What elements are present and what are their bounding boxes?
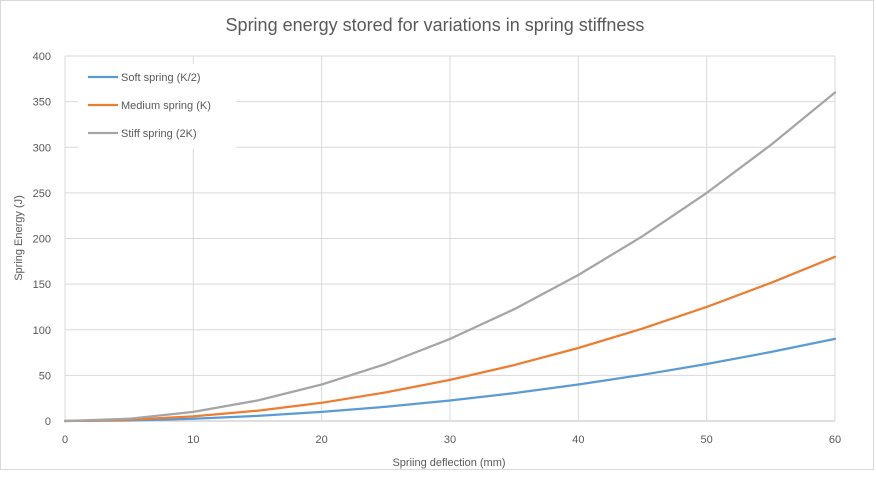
x-axis-ticks: 0 10 20 30 40 50 60	[62, 434, 841, 446]
legend-label: Soft spring (K/2)	[121, 72, 200, 84]
legend-label: Medium spring (K)	[121, 100, 211, 112]
y-tick-label: 400	[33, 51, 51, 63]
series-line-1	[63, 337, 837, 423]
y-tick-label: 50	[39, 370, 51, 382]
y-tick-label: 300	[33, 142, 51, 154]
y-axis-label: Spring Energy (J)	[13, 195, 25, 281]
series-lines	[63, 91, 837, 423]
y-tick-label: 350	[33, 97, 51, 109]
x-tick-label: 10	[187, 434, 199, 446]
chart-title: Spring energy stored for variations in s…	[226, 15, 645, 35]
y-axis-ticks: 0 50 100 150 200 250 300 350 400	[33, 51, 51, 428]
x-tick-label: 20	[316, 434, 328, 446]
x-tick-label: 0	[62, 434, 68, 446]
x-tick-label: 60	[829, 434, 841, 446]
legend: Soft spring (K/2) Medium spring (K) Stiff …	[78, 64, 236, 149]
x-tick-label: 50	[701, 434, 713, 446]
legend-label: Stiff spring (2K)	[121, 128, 197, 140]
series-line-2	[63, 255, 837, 423]
x-tick-label: 40	[572, 434, 584, 446]
series-line-3	[63, 91, 837, 423]
x-axis-label: Spriing deflection (mm)	[392, 457, 505, 469]
y-tick-label: 250	[33, 188, 51, 200]
legend-background	[78, 64, 236, 149]
y-tick-label: 200	[33, 234, 51, 246]
x-tick-label: 30	[444, 434, 456, 446]
y-tick-label: 150	[33, 279, 51, 291]
y-tick-label: 100	[33, 325, 51, 337]
y-tick-label: 0	[45, 416, 51, 428]
